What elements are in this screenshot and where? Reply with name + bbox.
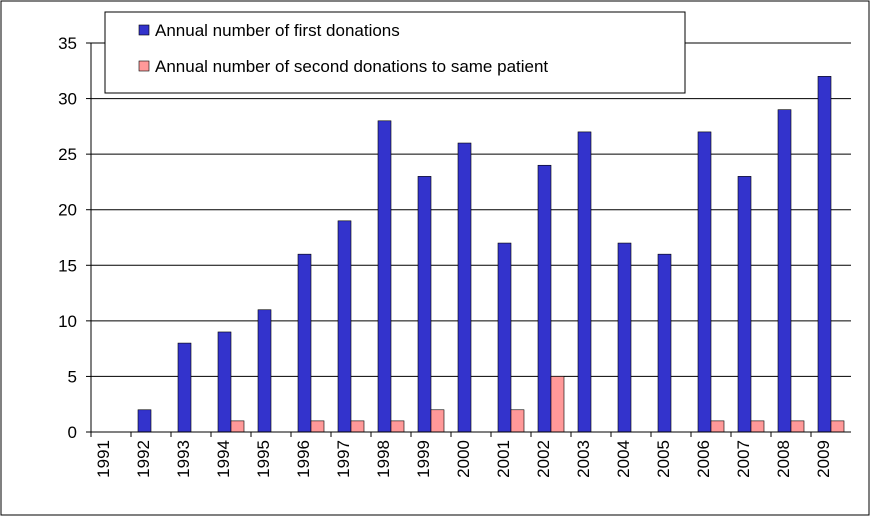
x-tick-label: 2002 — [534, 440, 553, 478]
bar — [750, 420, 765, 433]
bar — [137, 409, 152, 433]
bar — [217, 331, 232, 433]
bar — [230, 420, 245, 433]
y-tick-label: 10 — [58, 312, 77, 331]
bar — [817, 76, 832, 433]
x-tick-label: 2007 — [734, 440, 753, 478]
bar — [177, 342, 192, 433]
x-tick-label: 2000 — [454, 440, 473, 478]
x-tick-label: 2008 — [774, 440, 793, 478]
legend-swatch — [138, 24, 150, 36]
bar — [337, 220, 352, 433]
x-tick-label: 1998 — [374, 440, 393, 478]
bar — [390, 420, 405, 433]
y-tick-label: 15 — [58, 256, 77, 275]
x-tick-label: 2009 — [814, 440, 833, 478]
y-tick-label: 20 — [58, 201, 77, 220]
y-tick-label: 0 — [68, 423, 77, 442]
x-tick-label: 1991 — [94, 440, 113, 478]
legend-box — [104, 11, 686, 94]
x-tick-label: 2005 — [654, 440, 673, 478]
x-tick-label: 1993 — [174, 440, 193, 478]
x-tick-label: 2004 — [614, 440, 633, 478]
bar — [257, 309, 272, 433]
bar — [297, 253, 312, 433]
bar — [457, 142, 472, 433]
y-tick-label: 35 — [58, 34, 77, 53]
x-tick-label: 1996 — [294, 440, 313, 478]
bar — [617, 242, 632, 433]
x-tick-label: 1992 — [134, 440, 153, 478]
x-tick-label: 1994 — [214, 440, 233, 478]
y-tick-label: 25 — [58, 145, 77, 164]
y-tick-label: 30 — [58, 90, 77, 109]
legend-label: Annual number of first donations — [155, 21, 400, 40]
bar — [417, 176, 432, 433]
bar — [577, 131, 592, 433]
bar — [537, 164, 552, 433]
x-tick-label: 2003 — [574, 440, 593, 478]
legend-label: Annual number of second donations to sam… — [155, 57, 548, 76]
x-tick-label: 2006 — [694, 440, 713, 478]
x-tick-label: 2001 — [494, 440, 513, 478]
bar — [697, 131, 712, 433]
bar — [350, 420, 365, 433]
x-tick-label: 1995 — [254, 440, 273, 478]
bar — [430, 409, 445, 433]
bar — [510, 409, 525, 433]
legend-swatch — [138, 60, 150, 72]
bar — [777, 109, 792, 433]
bar — [550, 376, 565, 433]
bar — [657, 253, 672, 433]
x-tick-label: 1997 — [334, 440, 353, 478]
y-tick-label: 5 — [68, 367, 77, 386]
bar — [790, 420, 805, 433]
x-tick-label: 1999 — [414, 440, 433, 478]
bar — [310, 420, 325, 433]
bar — [377, 120, 392, 433]
bar — [737, 176, 752, 433]
bar — [830, 420, 845, 433]
bar — [710, 420, 725, 433]
bar — [497, 242, 512, 433]
